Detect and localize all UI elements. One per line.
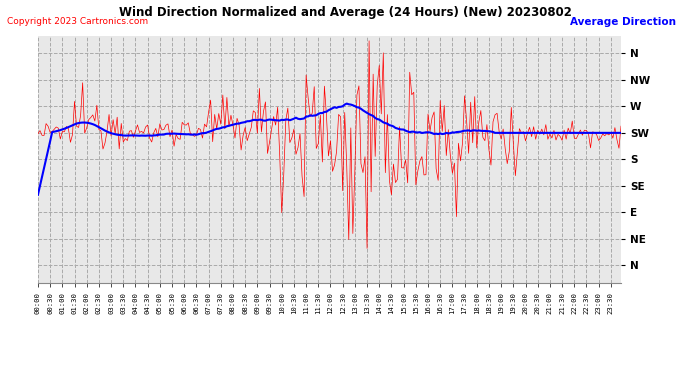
Text: Wind Direction Normalized and Average (24 Hours) (New) 20230802: Wind Direction Normalized and Average (2…	[119, 6, 571, 19]
Text: Average Direction: Average Direction	[570, 17, 676, 27]
Text: Copyright 2023 Cartronics.com: Copyright 2023 Cartronics.com	[7, 17, 148, 26]
